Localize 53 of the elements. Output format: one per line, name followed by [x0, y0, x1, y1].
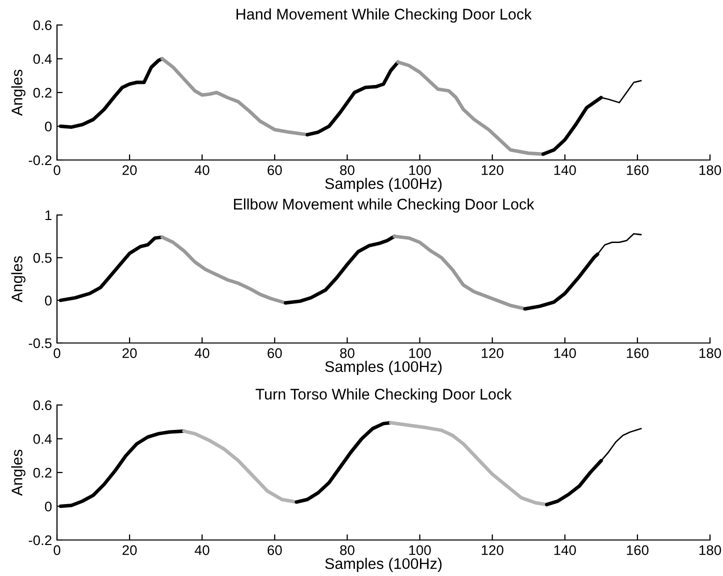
x-tick-label: 60 — [268, 165, 282, 176]
y-tick-label: -0.2 — [28, 155, 52, 166]
x-tick-label: 20 — [122, 545, 137, 556]
x-tick-label: 180 — [699, 545, 722, 556]
y-axis-title: Angles — [11, 450, 26, 496]
y-tick-label: 0.2 — [33, 88, 52, 98]
x-tick-label: 120 — [482, 545, 504, 556]
chart-title: Ellbow Movement while Checking Door Lock — [234, 198, 534, 213]
x-tick-label: 160 — [626, 165, 648, 176]
y-tick-label: 0.4 — [33, 54, 52, 64]
x-tick-label: 40 — [194, 348, 210, 358]
y-tick-label: 0 — [44, 502, 52, 512]
x-tick-label: 100 — [409, 545, 431, 556]
x-tick-label: 180 — [699, 165, 722, 176]
y-axis-title: Angles — [11, 70, 26, 116]
y-tick-label: 0.2 — [33, 468, 52, 478]
x-tick-label: 160 — [626, 348, 648, 358]
x-axis-title: Samples (100Hz) — [325, 360, 442, 376]
x-axis-title: Samples (100Hz) — [325, 178, 442, 192]
x-tick-label: 80 — [340, 545, 354, 556]
x-tick-label: 40 — [194, 545, 210, 556]
x-tick-label: 140 — [554, 348, 576, 358]
x-tick-label: 20 — [122, 165, 137, 176]
x-tick-label: 120 — [482, 165, 504, 176]
x-tick-label: 20 — [122, 348, 137, 358]
y-tick-label: 0.6 — [33, 400, 52, 410]
chart-title: Hand Movement While Checking Door Lock — [236, 8, 532, 23]
y-tick-label: 0.6 — [33, 20, 52, 30]
y-axis-title: Angles — [11, 256, 26, 302]
x-tick-label: 160 — [626, 545, 648, 556]
y-tick-label: -0.2 — [28, 535, 52, 546]
x-tick-label: 60 — [268, 348, 282, 358]
x-axis-title: Samples (100Hz) — [325, 558, 442, 572]
y-tick-label: 0 — [44, 122, 52, 132]
y-tick-label: 0 — [44, 296, 52, 306]
x-tick-label: 60 — [268, 545, 282, 556]
y-tick-label: 0.5 — [33, 253, 52, 263]
x-tick-label: 120 — [482, 348, 504, 358]
x-tick-label: 0 — [54, 348, 60, 358]
x-tick-label: 100 — [409, 165, 431, 176]
x-tick-label: 40 — [194, 165, 210, 176]
x-tick-label: 140 — [554, 165, 576, 176]
y-tick-label: 1 — [45, 210, 52, 220]
y-tick-label: -0.5 — [28, 338, 52, 348]
x-tick-label: 80 — [340, 165, 354, 176]
x-tick-label: 180 — [699, 348, 722, 358]
x-tick-label: 80 — [340, 348, 354, 358]
x-tick-label: 0 — [54, 545, 60, 556]
x-tick-label: 140 — [554, 545, 576, 556]
x-tick-label: 100 — [409, 348, 431, 358]
x-tick-label: 0 — [54, 165, 60, 176]
chart-title: Turn Torso While Checking Door Lock — [256, 388, 512, 403]
y-tick-label: 0.4 — [33, 434, 52, 444]
